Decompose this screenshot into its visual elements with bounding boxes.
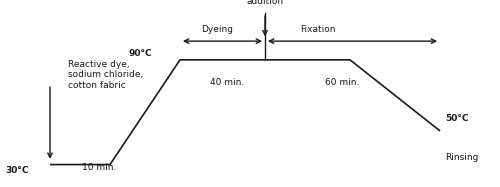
Text: Fixation: Fixation	[300, 25, 335, 34]
Text: 50°C: 50°C	[445, 114, 468, 123]
Text: Dyeing: Dyeing	[202, 25, 234, 34]
Text: Reactive dye,
sodium chloride,
cotton fabric: Reactive dye, sodium chloride, cotton fa…	[68, 60, 143, 90]
Text: Rinsing: Rinsing	[445, 153, 478, 162]
Text: 10 min.: 10 min.	[82, 163, 117, 172]
Text: Sodium carbonate
addition: Sodium carbonate addition	[224, 0, 306, 6]
Text: 30°C: 30°C	[5, 166, 28, 175]
Text: 60 min.: 60 min.	[326, 78, 360, 87]
Text: 40 min.: 40 min.	[210, 78, 244, 87]
Text: 90°C: 90°C	[129, 49, 152, 58]
